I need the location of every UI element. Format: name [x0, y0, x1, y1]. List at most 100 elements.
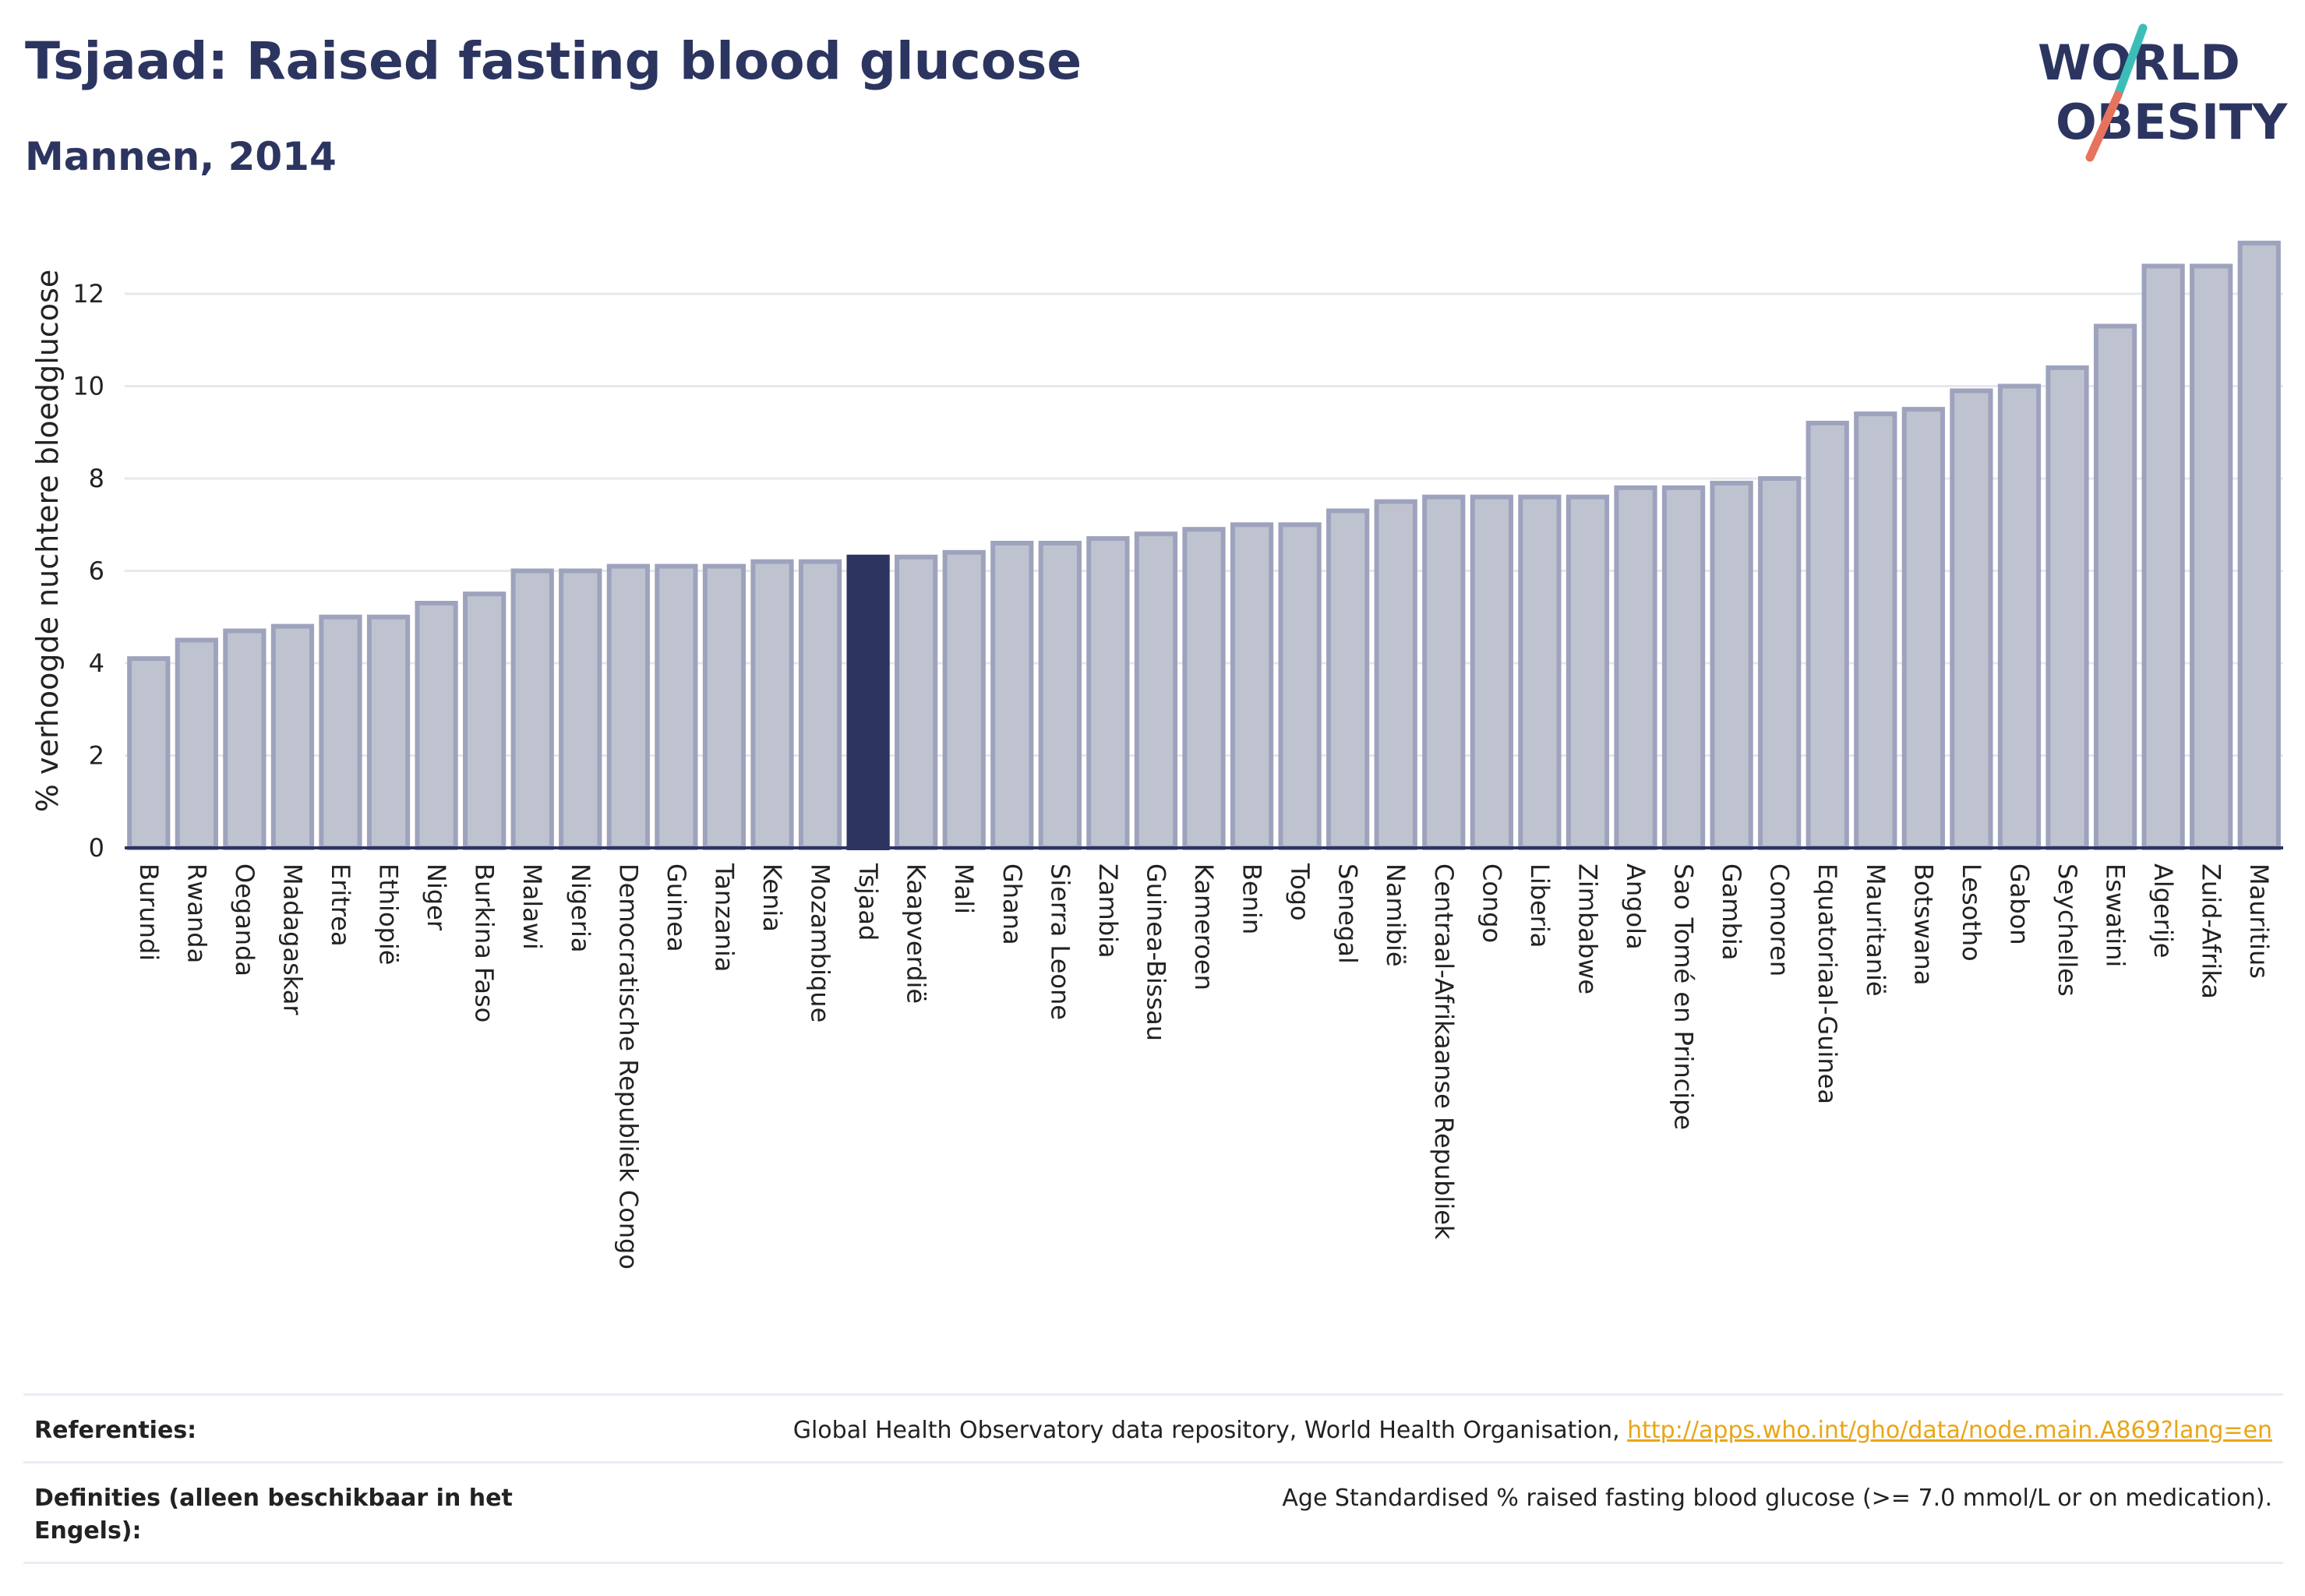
x-tick-label: Botswana — [1908, 863, 1938, 985]
references-label: Referenties: — [34, 1417, 197, 1444]
x-tick-label: Eswatini — [2101, 863, 2130, 967]
bar-highlighted — [846, 554, 890, 850]
bar — [1518, 494, 1562, 850]
x-tick-label: Equatoriaal-Guinea — [1813, 863, 1842, 1104]
x-tick-label: Mauritius — [2244, 863, 2274, 979]
bar — [1997, 383, 2042, 850]
x-tick-label: Gambia — [1717, 863, 1746, 960]
bar — [895, 554, 938, 850]
bar — [1661, 485, 1706, 851]
x-tick-label: Benin — [1237, 863, 1267, 934]
x-tick-label: Comoren — [1765, 863, 1795, 976]
x-tick-label: Kenia — [757, 863, 787, 932]
x-tick-label: Liberia — [1525, 863, 1555, 948]
x-tick-label: Oeganda — [230, 863, 259, 976]
logo-slash-top — [2113, 23, 2148, 100]
bar — [2046, 365, 2089, 851]
x-tick-label: Democratische Republiek Congo — [613, 863, 643, 1269]
x-tick-label: Malawi — [517, 863, 547, 950]
bar — [510, 568, 554, 850]
bar — [606, 563, 650, 851]
x-tick-label: Guinea-Bissau — [1141, 863, 1170, 1041]
x-tick-label: Burkina Faso — [470, 863, 499, 1022]
bar — [1710, 480, 1753, 850]
bar — [2237, 240, 2281, 850]
bar — [750, 559, 794, 851]
x-tick-label: Angola — [1621, 863, 1650, 950]
bar — [175, 637, 218, 851]
x-tick-label: Sao Tomé en Principe — [1669, 863, 1699, 1130]
bar — [942, 549, 986, 850]
x-tick-label: Mauritanië — [1861, 863, 1890, 997]
definitions-row: Definities (alleen beschikbaar in het En… — [23, 1461, 2283, 1564]
y-tick-label: 8 — [89, 464, 104, 493]
bar — [1758, 476, 1802, 850]
x-tick-label: Seychelles — [2053, 863, 2082, 997]
x-tick-label: Senegal — [1333, 863, 1363, 964]
references-row: Referenties: Global Health Observatory d… — [23, 1393, 2283, 1461]
x-tick-label: Kameroen — [1189, 863, 1219, 990]
bar — [798, 559, 842, 851]
bar — [2190, 263, 2233, 850]
x-tick-label: Ghana — [997, 863, 1027, 945]
bar — [655, 563, 698, 851]
bar — [270, 623, 315, 850]
bar — [1422, 494, 1466, 850]
bar — [415, 600, 458, 851]
x-tick-label: Togo — [1285, 863, 1315, 921]
definitions-value: Age Standardised % raised fasting blood … — [1282, 1485, 2272, 1512]
y-tick-label: 12 — [72, 279, 104, 309]
y-tick-label: 2 — [89, 741, 104, 771]
x-tick-label: Sierra Leone — [1045, 863, 1075, 1020]
bar — [559, 568, 602, 850]
x-tick-label: Guinea — [662, 863, 691, 952]
references-value: Global Health Observatory data repositor… — [793, 1414, 2272, 1447]
bar — [1230, 522, 1274, 851]
y-tick-label: 0 — [89, 833, 104, 863]
bar — [1326, 508, 1370, 850]
references-text: Global Health Observatory data repositor… — [792, 1417, 1628, 1444]
logo-slash-bottom — [2085, 90, 2123, 162]
x-tick-label: Ethiopië — [374, 863, 404, 965]
bar — [2093, 323, 2137, 851]
bar — [702, 563, 747, 851]
x-tick-label: Lesotho — [1957, 863, 1986, 962]
bar — [1182, 527, 1226, 851]
x-tick-label: Tanzania — [709, 863, 739, 972]
footer-table: Referenties: Global Health Observatory d… — [23, 1393, 2283, 1564]
y-axis-label: % verhoogde nuchtere bloedglucose — [30, 270, 65, 812]
bar — [1134, 531, 1178, 850]
bar — [1806, 420, 1849, 850]
bar — [1374, 499, 1417, 850]
bar — [1854, 411, 1897, 850]
world-obesity-logo: WORLD OBESITY — [2038, 23, 2288, 162]
x-tick-label: Gabon — [2004, 863, 2034, 945]
references-link[interactable]: http://apps.who.int/gho/data/node.main.A… — [1627, 1417, 2272, 1444]
bar — [463, 591, 507, 850]
bar — [1901, 407, 1945, 850]
x-tick-label: Nigeria — [566, 863, 595, 952]
bar — [1086, 536, 1130, 850]
bar-chart: 0 2 4 6 8 10 12% verhoogde nuchtere bloedgluco… — [30, 240, 2283, 1269]
x-tick-label: Zimbabwe — [1573, 863, 1602, 994]
bar — [990, 540, 1034, 850]
bar — [2141, 263, 2185, 850]
page-subtitle: Mannen, 2014 — [25, 134, 337, 179]
bar — [1950, 388, 1993, 850]
x-tick-label: Madagaskar — [277, 863, 307, 1015]
y-tick-label: 10 — [72, 372, 104, 401]
x-tick-label: Centraal-Afrikaanse Republiek — [1429, 863, 1459, 1240]
bar — [1614, 485, 1657, 851]
bar — [1278, 522, 1322, 851]
bar — [127, 656, 171, 850]
x-tick-label: Zuid-Afrika — [2197, 863, 2226, 999]
x-tick-label: Namibië — [1381, 863, 1410, 967]
x-tick-label: Algerije — [2148, 863, 2178, 958]
bar — [319, 614, 362, 850]
bar — [366, 614, 411, 850]
y-tick-label: 4 — [89, 648, 104, 678]
y-tick-label: 6 — [89, 556, 104, 586]
x-tick-label: Tsjaad — [853, 863, 883, 941]
x-tick-label: Eritrea — [326, 863, 355, 947]
x-tick-label: Niger — [422, 863, 451, 931]
